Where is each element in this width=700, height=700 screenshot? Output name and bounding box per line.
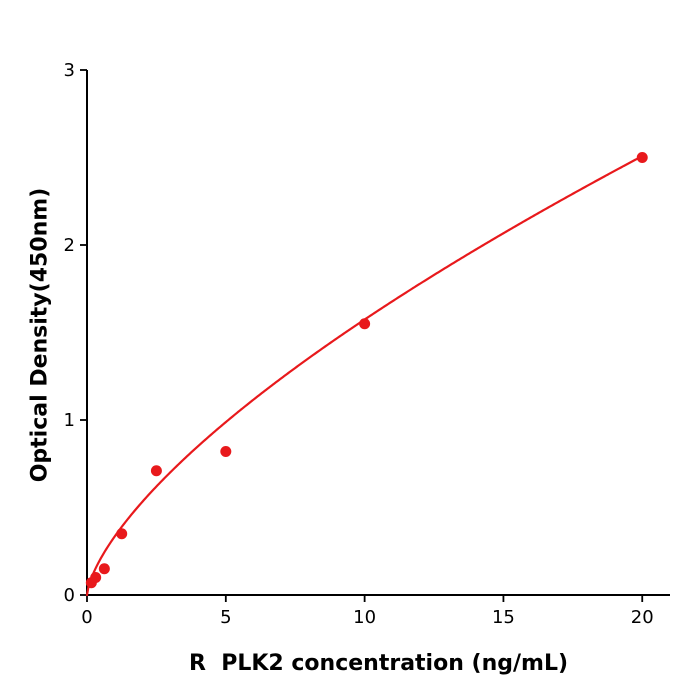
y-tick-label: 0 (64, 585, 75, 606)
y-tick-label: 1 (64, 410, 75, 431)
data-point (98, 563, 110, 575)
y-tick-label: 2 (64, 235, 75, 256)
y-tick-label: 3 (64, 60, 75, 81)
data-point (359, 318, 371, 330)
y-axis-label: Optical Density(450nm) (27, 187, 53, 483)
fit-curve (85, 154, 644, 597)
x-tick-label: 10 (353, 607, 376, 628)
data-point (90, 572, 102, 583)
x-tick-label: 5 (220, 607, 231, 628)
x-tick-label: 15 (492, 607, 515, 628)
x-tick-label: 20 (631, 607, 654, 628)
x-axis-label: R PLK2 concentration (ng/mL) (188, 651, 569, 676)
data-point (220, 446, 232, 457)
x-tick-label: 0 (81, 607, 92, 628)
data-point (150, 465, 162, 477)
data-point (116, 528, 128, 540)
data-point (636, 152, 648, 163)
